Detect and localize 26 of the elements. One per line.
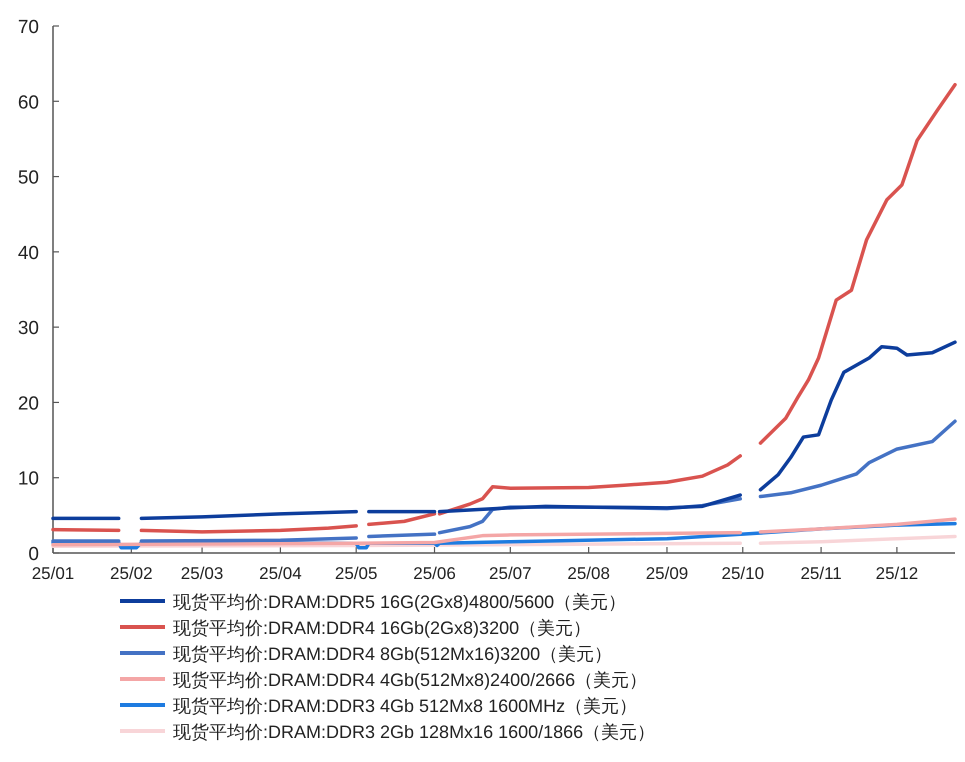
x-tick-label: 25/12 [876,564,918,583]
y-tick-label: 70 [18,17,39,38]
legend-label: 现货平均价:DRAM:DDR5 16G(2Gx8)4800/5600（美元） [173,592,626,612]
legend-label: 现货平均价:DRAM:DDR4 8Gb(512Mx16)3200（美元） [173,644,612,664]
x-tick-label: 25/03 [180,564,224,583]
legend-label: 现货平均价:DRAM:DDR4 4Gb(512Mx8)2400/2666（美元） [173,670,648,690]
y-tick-label: 20 [18,393,39,414]
y-tick-label: 30 [18,318,39,340]
x-tick-label: 25/05 [334,564,378,583]
x-tick-label: 25/06 [413,564,456,583]
x-tick-label: 25/10 [721,564,764,583]
x-tick-label: 25/01 [32,564,74,583]
x-tick-label: 25/04 [259,564,302,583]
x-tick-label: 25/02 [110,564,153,583]
y-tick-label: 40 [18,242,39,264]
y-tick-label: 0 [28,544,39,565]
x-tick-label: 25/11 [800,564,842,583]
x-tick-label: 25/07 [489,564,532,583]
y-tick-label: 60 [18,92,39,114]
x-tick-label: 25/09 [646,564,688,583]
legend-label: 现货平均价:DRAM:DDR4 16Gb(2Gx8)3200（美元） [173,618,592,638]
y-tick-label: 50 [18,168,39,189]
legend-label: 现货平均价:DRAM:DDR3 2Gb 128Mx16 1600/1866（美元） [173,722,656,742]
y-tick-label: 10 [18,468,39,490]
x-tick-label: 25/08 [567,564,610,583]
legend-label: 现货平均价:DRAM:DDR3 4Gb 512Mx8 1600MHz（美元） [173,696,638,716]
